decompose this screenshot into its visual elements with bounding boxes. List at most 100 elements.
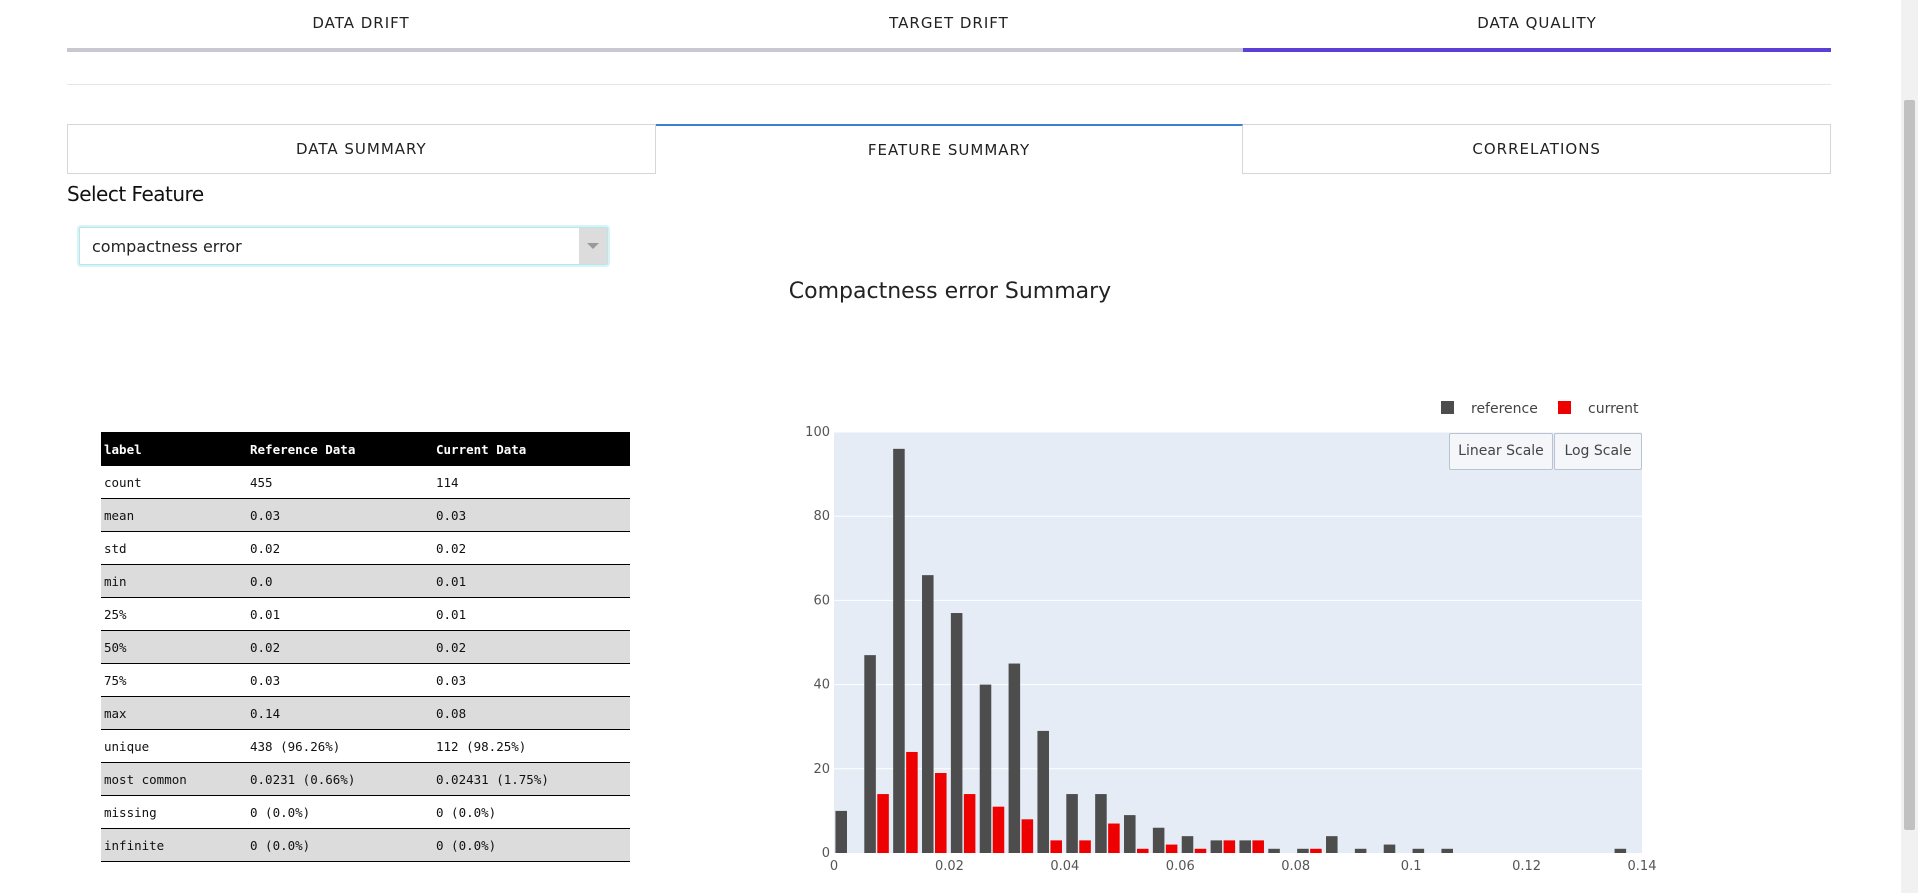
table-cell: 114	[433, 466, 630, 499]
table-cell: 0.02431 (1.75%)	[433, 762, 630, 796]
table-cell: 0 (0.0%)	[433, 828, 630, 862]
header-reference: Reference Data	[247, 432, 433, 466]
reference-bar	[893, 448, 905, 853]
table-cell: 0 (0.0%)	[433, 795, 630, 829]
linear-scale-button[interactable]: Linear Scale	[1449, 433, 1553, 470]
legend-swatch-reference	[1441, 401, 1454, 414]
table-cell: 112 (98.25%)	[433, 729, 630, 763]
x-tick-label: 0.04	[1050, 859, 1079, 874]
feature-dropdown-value: compactness error	[92, 237, 242, 256]
table-cell: std	[101, 531, 247, 565]
table-cell: 0.02	[247, 531, 433, 565]
table-cell: 0.03	[433, 663, 630, 697]
y-tick-label: 60	[813, 593, 830, 608]
table-cell: max	[101, 696, 247, 730]
legend-label-reference: reference	[1471, 401, 1538, 417]
reference-bar	[979, 684, 992, 853]
log-scale-button[interactable]: Log Scale	[1554, 433, 1642, 470]
current-bar	[963, 794, 976, 853]
x-tick-label: 0	[830, 859, 838, 874]
select-feature-label: Select Feature	[67, 182, 204, 206]
histogram-svg: 0 20 40 60 80 100 0 0.02 0.04 0.06 0.08 0.1 0.12 0.14…	[805, 401, 1657, 874]
reference-bar	[1066, 794, 1078, 853]
table-row: missing 0 (0.0%) 0 (0.0%)	[101, 795, 630, 829]
reference-bar	[1354, 848, 1367, 853]
y-tick-label: 0	[822, 846, 830, 861]
tab-data-quality[interactable]: DATA QUALITY	[1243, 0, 1831, 52]
reference-bar	[1037, 730, 1049, 853]
legend-swatch-current	[1558, 401, 1571, 414]
scrollbar-thumb[interactable]	[1904, 100, 1915, 830]
table-cell: 0.02	[247, 630, 433, 664]
page-scrollbar[interactable]	[1901, 0, 1918, 893]
table-cell: 455	[247, 466, 433, 499]
current-bar	[1194, 848, 1207, 853]
current-bar	[1079, 840, 1091, 853]
current-bar	[1021, 819, 1034, 853]
y-tick-label: 20	[813, 762, 830, 777]
reference-bar	[1181, 836, 1194, 853]
table-cell: 0.03	[247, 498, 433, 532]
table-cell: 50%	[101, 630, 247, 664]
current-bar	[877, 794, 889, 853]
table-cell: 0.01	[247, 597, 433, 631]
tab-data-summary[interactable]: DATA SUMMARY	[67, 124, 656, 174]
table-row: 75% 0.03 0.03	[101, 663, 630, 697]
current-bar	[1310, 848, 1322, 853]
table-cell: unique	[101, 729, 247, 763]
current-bar	[1137, 848, 1149, 853]
tab-data-drift[interactable]: DATA DRIFT	[67, 0, 655, 52]
reference-bar	[1326, 836, 1338, 853]
current-bar	[992, 806, 1005, 853]
x-tick-label: 0.08	[1281, 859, 1310, 874]
reference-bar	[1124, 815, 1136, 853]
table-cell: 75%	[101, 663, 247, 697]
table-row: min 0.0 0.01	[101, 564, 630, 598]
table-cell: 0.03	[433, 498, 630, 532]
table-cell: infinite	[101, 828, 247, 862]
reference-bar	[1268, 848, 1280, 853]
reference-bar	[1008, 663, 1021, 853]
table-cell: mean	[101, 498, 247, 532]
reference-bar	[922, 575, 934, 853]
table-cell: 0.14	[247, 696, 433, 730]
reference-bar	[1412, 848, 1425, 853]
x-tick-label: 0.12	[1512, 859, 1541, 874]
table-cell: min	[101, 564, 247, 598]
histogram-chart: 0 20 40 60 80 100 0 0.02 0.04 0.06 0.08 0.1 0.12 0.14…	[790, 395, 1670, 890]
reference-bar	[864, 655, 876, 853]
reference-bar	[1383, 844, 1396, 853]
table-cell: 0.03	[247, 663, 433, 697]
table-cell: 0.01	[433, 564, 630, 598]
table-cell: most common	[101, 762, 247, 796]
chevron-down-icon	[587, 243, 599, 249]
table-cell: 0.02	[433, 630, 630, 664]
table-header-row: label Reference Data Current Data	[101, 432, 630, 466]
table-cell: 0.01	[433, 597, 630, 631]
feature-dropdown[interactable]: compactness error	[79, 227, 608, 265]
table-cell: 0.02	[433, 531, 630, 565]
table-row: most common 0.0231 (0.66%) 0.02431 (1.75%)	[101, 762, 630, 796]
y-tick-label: 40	[813, 678, 830, 693]
y-tick-label: 100	[805, 425, 830, 440]
section-divider	[67, 84, 1831, 85]
stats-table: label Reference Data Current Data count 4…	[101, 432, 630, 862]
header-current: Current Data	[433, 432, 630, 466]
current-bar	[1050, 840, 1062, 853]
current-bar	[935, 773, 947, 853]
stats-table-body: count 455 114 mean 0.03 0.03 std 0.02 0.02 min 0.0…	[101, 466, 630, 862]
reference-bar	[1297, 848, 1309, 853]
tab-target-drift[interactable]: TARGET DRIFT	[655, 0, 1243, 52]
tab-feature-summary[interactable]: FEATURE SUMMARY	[655, 124, 1244, 174]
table-cell: 0.0231 (0.66%)	[247, 762, 433, 796]
table-cell: 25%	[101, 597, 247, 631]
reference-bar	[1210, 840, 1223, 853]
table-cell: 438 (96.26%)	[247, 729, 433, 763]
table-cell: 0 (0.0%)	[247, 828, 433, 862]
table-cell: count	[101, 466, 247, 499]
plot-area	[834, 432, 1642, 853]
reference-bar	[1152, 827, 1165, 853]
x-tick-label: 0.14	[1628, 859, 1657, 874]
dropdown-toggle[interactable]	[579, 228, 607, 264]
tab-correlations[interactable]: CORRELATIONS	[1243, 124, 1832, 174]
